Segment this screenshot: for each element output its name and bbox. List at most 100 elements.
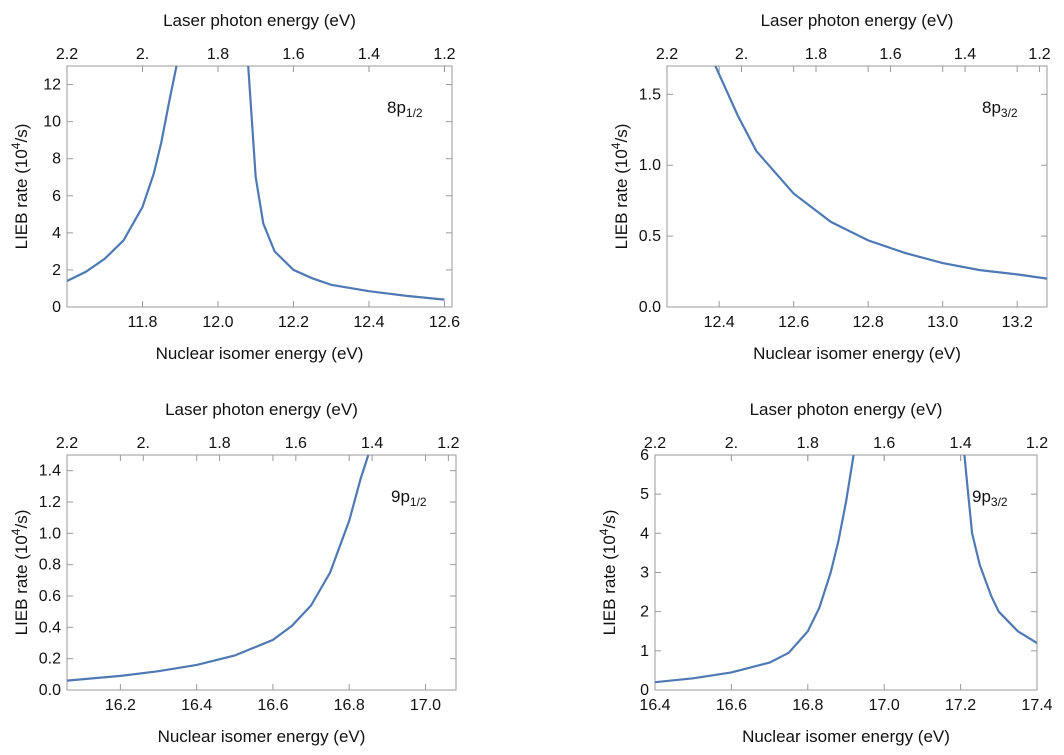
x-axis-title: Nuclear isomer energy (eV) [742, 727, 950, 746]
series-line-2 [247, 66, 445, 301]
x2-tick-label: 1.8 [797, 435, 819, 452]
state-annotation-sub: 3/2 [991, 495, 1008, 509]
y-tick-label: 3 [640, 565, 649, 582]
series-line-1 [714, 66, 1047, 280]
y-tick-label: 2 [640, 604, 649, 621]
x2-tick-label: 1.4 [949, 435, 971, 452]
y-tick-label: 0 [640, 682, 649, 699]
y-tick-label: 6 [640, 447, 649, 464]
x-tick-label: 16.6 [257, 697, 288, 714]
x-tick-label: 12.4 [353, 314, 384, 331]
y-tick-label: 1.5 [639, 86, 661, 103]
y-axis-title-tail: /s) [12, 124, 31, 143]
chart-panel-top-left: 11.8 12.0 12.2 12.4 12.6 2.2 2. 1.8 1.6 1.4 1.2 0 2 4… [9, 11, 460, 363]
x2-tick-label: 2. [735, 46, 748, 63]
y-tick-label: 0.5 [639, 228, 661, 245]
x2-tick-label: 1.6 [282, 46, 304, 63]
y-axis-title-tail: /s) [612, 124, 631, 143]
state-annotation-main: 8p [387, 98, 406, 117]
y-axis-title: LIEB rate (104/s) [609, 124, 631, 250]
state-annotation-sub: 1/2 [410, 495, 427, 509]
x-tick-label: 17.0 [869, 697, 900, 714]
y-tick-label: 1 [640, 643, 649, 660]
y-tick-label: 10 [43, 114, 61, 131]
x2-tick-label: 1.4 [358, 46, 380, 63]
x-tick-label: 12.6 [778, 314, 809, 331]
x-axis-title: Nuclear isomer energy (eV) [753, 344, 961, 363]
x-tick-label: 16.2 [105, 697, 136, 714]
x2-tick-label: 2.2 [56, 435, 78, 452]
y-tick-label: 4 [52, 225, 61, 242]
x2-tick-label: 2. [137, 435, 150, 452]
series-line-1 [655, 455, 855, 684]
state-annotation-main: 9p [391, 487, 410, 506]
x2-tick-label: 1.6 [285, 435, 307, 452]
y-axis-title-text: LIEB rate (10 [12, 149, 31, 249]
y-tick-label: 8 [52, 151, 61, 168]
state-annotation-sub: 1/2 [406, 106, 423, 120]
y-tick-label: 1.4 [39, 463, 61, 480]
y-tick-label: 0.0 [39, 682, 61, 699]
x2-tick-label: 1.2 [433, 46, 455, 63]
y-tick-label: 6 [52, 188, 61, 205]
series-line-2 [963, 455, 1037, 644]
x2-tick-label: 1.2 [1028, 46, 1050, 63]
x-tick-label: 16.4 [181, 697, 212, 714]
series-line-1 [67, 66, 178, 282]
y-tick-label: 0 [52, 299, 61, 316]
x-tick-label: 16.8 [792, 697, 823, 714]
state-annotation: 9p3/2 [972, 487, 1008, 509]
state-annotation: 8p1/2 [387, 98, 423, 120]
y-tick-label: 0.2 [39, 651, 61, 668]
y-axis-title-sup: 4 [9, 528, 23, 535]
curve-group [655, 455, 1037, 684]
x2-tick-label: 1.2 [1026, 435, 1048, 452]
plot-frame [666, 65, 1048, 308]
y-axis-title-sup: 4 [597, 528, 611, 535]
chart-panel-bottom-left: 16.2 16.4 16.6 16.8 17.0 2.2 2. 1.8 1.6 1.4 1.2 0.0… [9, 400, 460, 746]
y-axis-title-text: LIEB rate (10 [600, 535, 619, 635]
x-tick-label: 17.0 [410, 697, 441, 714]
y-axis-title-sup: 4 [9, 142, 23, 149]
x-tick-label: 16.6 [716, 697, 747, 714]
x-tick-label: 11.8 [128, 314, 158, 331]
x2-axis-title: Laser photon energy (eV) [163, 11, 356, 30]
curve-group [67, 66, 445, 301]
x-tick-label: 13.2 [1002, 314, 1033, 331]
y-axis-title-tail: /s) [12, 510, 31, 529]
x2-tick-label: 2.2 [56, 46, 78, 63]
y-tick-label: 0.0 [639, 299, 661, 316]
state-annotation: 9p1/2 [391, 487, 427, 509]
x2-tick-label: 1.2 [437, 435, 459, 452]
chart-panel-top-right: 12.4 12.6 12.8 13.0 13.2 2.2 2. 1.8 1.6 1.4 1.2 0.0… [609, 11, 1051, 363]
y-tick-label: 12 [43, 77, 61, 94]
x2-tick-label: 1.8 [207, 46, 229, 63]
x2-tick-label: 1.8 [208, 435, 230, 452]
x-tick-label: 12.2 [278, 314, 309, 331]
y-axis-title: LIEB rate (104/s) [9, 124, 31, 250]
x-tick-label: 12.0 [202, 314, 233, 331]
y-axis-title-text: LIEB rate (10 [12, 535, 31, 635]
y-tick-label: 4 [640, 525, 649, 542]
x2-tick-label: 2. [725, 435, 738, 452]
state-annotation: 8p3/2 [982, 98, 1018, 120]
x-tick-label: 12.4 [704, 314, 735, 331]
x2-tick-label: 2. [136, 46, 149, 63]
y-tick-label: 0.4 [39, 619, 61, 636]
x-tick-label: 13.0 [927, 314, 958, 331]
x2-axis-title: Laser photon energy (eV) [750, 400, 943, 419]
y-axis-title: LIEB rate (104/s) [597, 510, 619, 636]
y-axis-title-text: LIEB rate (10 [612, 149, 631, 249]
x-tick-label: 17.4 [1021, 697, 1052, 714]
plot-frame [66, 65, 453, 308]
x2-tick-label: 2.2 [644, 435, 666, 452]
x2-tick-label: 2.2 [656, 46, 678, 63]
x2-tick-label: 1.8 [805, 46, 827, 63]
x-axis-title: Nuclear isomer energy (eV) [158, 727, 366, 746]
x-tick-label: 12.8 [853, 314, 884, 331]
y-axis-title-tail: /s) [600, 510, 619, 529]
x2-axis-title: Laser photon energy (eV) [165, 400, 358, 419]
x2-tick-label: 1.6 [873, 435, 895, 452]
y-tick-label: 1.0 [639, 157, 661, 174]
